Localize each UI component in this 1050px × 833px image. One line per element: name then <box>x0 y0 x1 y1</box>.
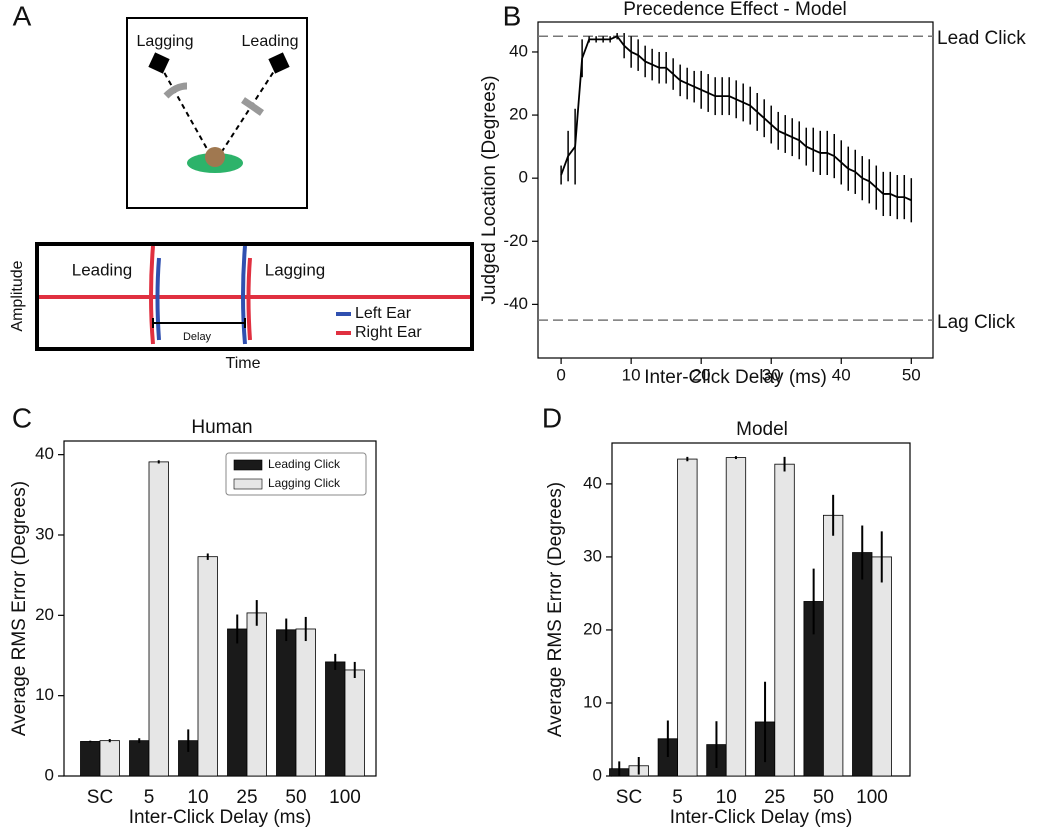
bar <box>677 458 698 777</box>
line <box>560 35 912 202</box>
y-tick-label: 20 <box>509 105 528 124</box>
bar <box>871 556 892 777</box>
click-left <box>155 257 161 341</box>
legend-label: Leading Click <box>268 457 341 471</box>
plot-frame <box>537 21 934 359</box>
click-right <box>149 245 155 345</box>
y-tick-label: 0 <box>519 168 528 187</box>
legend-label: Lagging Click <box>268 476 341 490</box>
x-tick-label: 0 <box>556 365 565 384</box>
bar <box>129 740 150 777</box>
bar <box>852 552 873 777</box>
reference-label: Lead Click <box>937 28 1026 49</box>
bar <box>823 514 844 777</box>
y-tick-label: 10 <box>35 685 54 704</box>
click-label: Leading <box>72 260 133 279</box>
y-tick-label: 40 <box>509 41 528 60</box>
bar <box>774 463 795 777</box>
x-tick-label: 10 <box>187 787 208 808</box>
waveform-frame <box>35 242 474 351</box>
speaker-label: Lagging <box>137 33 194 50</box>
x-tick-label: SC <box>87 787 113 808</box>
y-tick-label: 40 <box>583 473 602 492</box>
click-left <box>241 245 247 345</box>
x-tick-label: 20 <box>692 365 711 384</box>
x-tick-label: 50 <box>285 787 306 808</box>
x-tick-label: 100 <box>856 787 888 808</box>
head <box>205 147 225 167</box>
axis-label: Time <box>226 355 261 372</box>
y-tick-label: 10 <box>583 692 602 711</box>
y-tick-label: 40 <box>35 444 54 463</box>
y-axis-label: Average RMS Error (Degrees) <box>545 482 566 737</box>
legend-label: Left Ear <box>355 305 412 322</box>
panel-letter: A <box>13 0 32 31</box>
y-tick-label: -40 <box>503 294 528 313</box>
y-tick-label: 0 <box>45 765 54 784</box>
bar <box>276 629 297 777</box>
panel-letter: B <box>503 0 522 31</box>
x-tick-label: 50 <box>902 365 921 384</box>
y-axis-label: Judged Location (Degrees) <box>479 75 500 304</box>
x-tick-label: 30 <box>762 365 781 384</box>
bar <box>325 661 346 777</box>
x-tick-label: 25 <box>236 787 257 808</box>
path-line <box>159 64 212 157</box>
bar <box>246 612 267 777</box>
reference-label: Lag Click <box>937 312 1016 333</box>
x-tick-label: 5 <box>672 787 683 808</box>
y-axis-label: Average RMS Error (Degrees) <box>9 481 30 736</box>
x-tick-label: 5 <box>144 787 155 808</box>
x-tick-label: SC <box>616 787 642 808</box>
panel-letter: C <box>12 402 32 433</box>
y-tick-label: 30 <box>35 524 54 543</box>
bar <box>99 740 120 777</box>
diagram-frame <box>126 17 308 209</box>
bar <box>295 628 316 777</box>
bar <box>80 741 101 777</box>
speaker <box>268 52 290 74</box>
speaker-label: Leading <box>242 33 299 50</box>
x-tick-label: 50 <box>813 787 834 808</box>
axis-label: Amplitude <box>9 260 26 331</box>
delay-label: Delay <box>183 331 212 343</box>
bar <box>725 457 747 777</box>
y-tick-label: 0 <box>593 765 602 784</box>
x-tick-label: 10 <box>716 787 737 808</box>
y-tick-label: 30 <box>583 546 602 565</box>
legend-swatch <box>233 478 263 490</box>
click-right <box>246 257 252 341</box>
y-tick-label: 20 <box>583 619 602 638</box>
chart-title: Human <box>191 417 252 438</box>
legend-swatch <box>233 459 263 471</box>
path-line <box>218 64 279 157</box>
y-tick-label: -20 <box>503 231 528 250</box>
x-axis-label: Inter-Click Delay (ms) <box>644 367 827 388</box>
bar <box>227 628 248 777</box>
bar <box>344 669 365 777</box>
chart-title: Precedence Effect - Model <box>623 0 847 20</box>
bar <box>148 461 169 777</box>
chart-title: Model <box>736 419 788 440</box>
reflector <box>163 82 188 99</box>
x-tick-label: 10 <box>622 365 641 384</box>
x-axis-label: Inter-Click Delay (ms) <box>670 807 853 828</box>
click-label: Lagging <box>265 260 326 279</box>
reflector <box>241 97 265 116</box>
x-tick-label: 40 <box>832 365 851 384</box>
x-tick-label: 100 <box>329 787 361 808</box>
speaker <box>148 52 170 74</box>
legend-label: Right Ear <box>355 324 422 341</box>
plot-frame <box>63 440 377 777</box>
y-tick-label: 20 <box>35 605 54 624</box>
x-axis-label: Inter-Click Delay (ms) <box>129 807 312 828</box>
x-tick-label: 25 <box>764 787 785 808</box>
panel-letter: D <box>542 402 562 433</box>
bar <box>197 556 218 777</box>
